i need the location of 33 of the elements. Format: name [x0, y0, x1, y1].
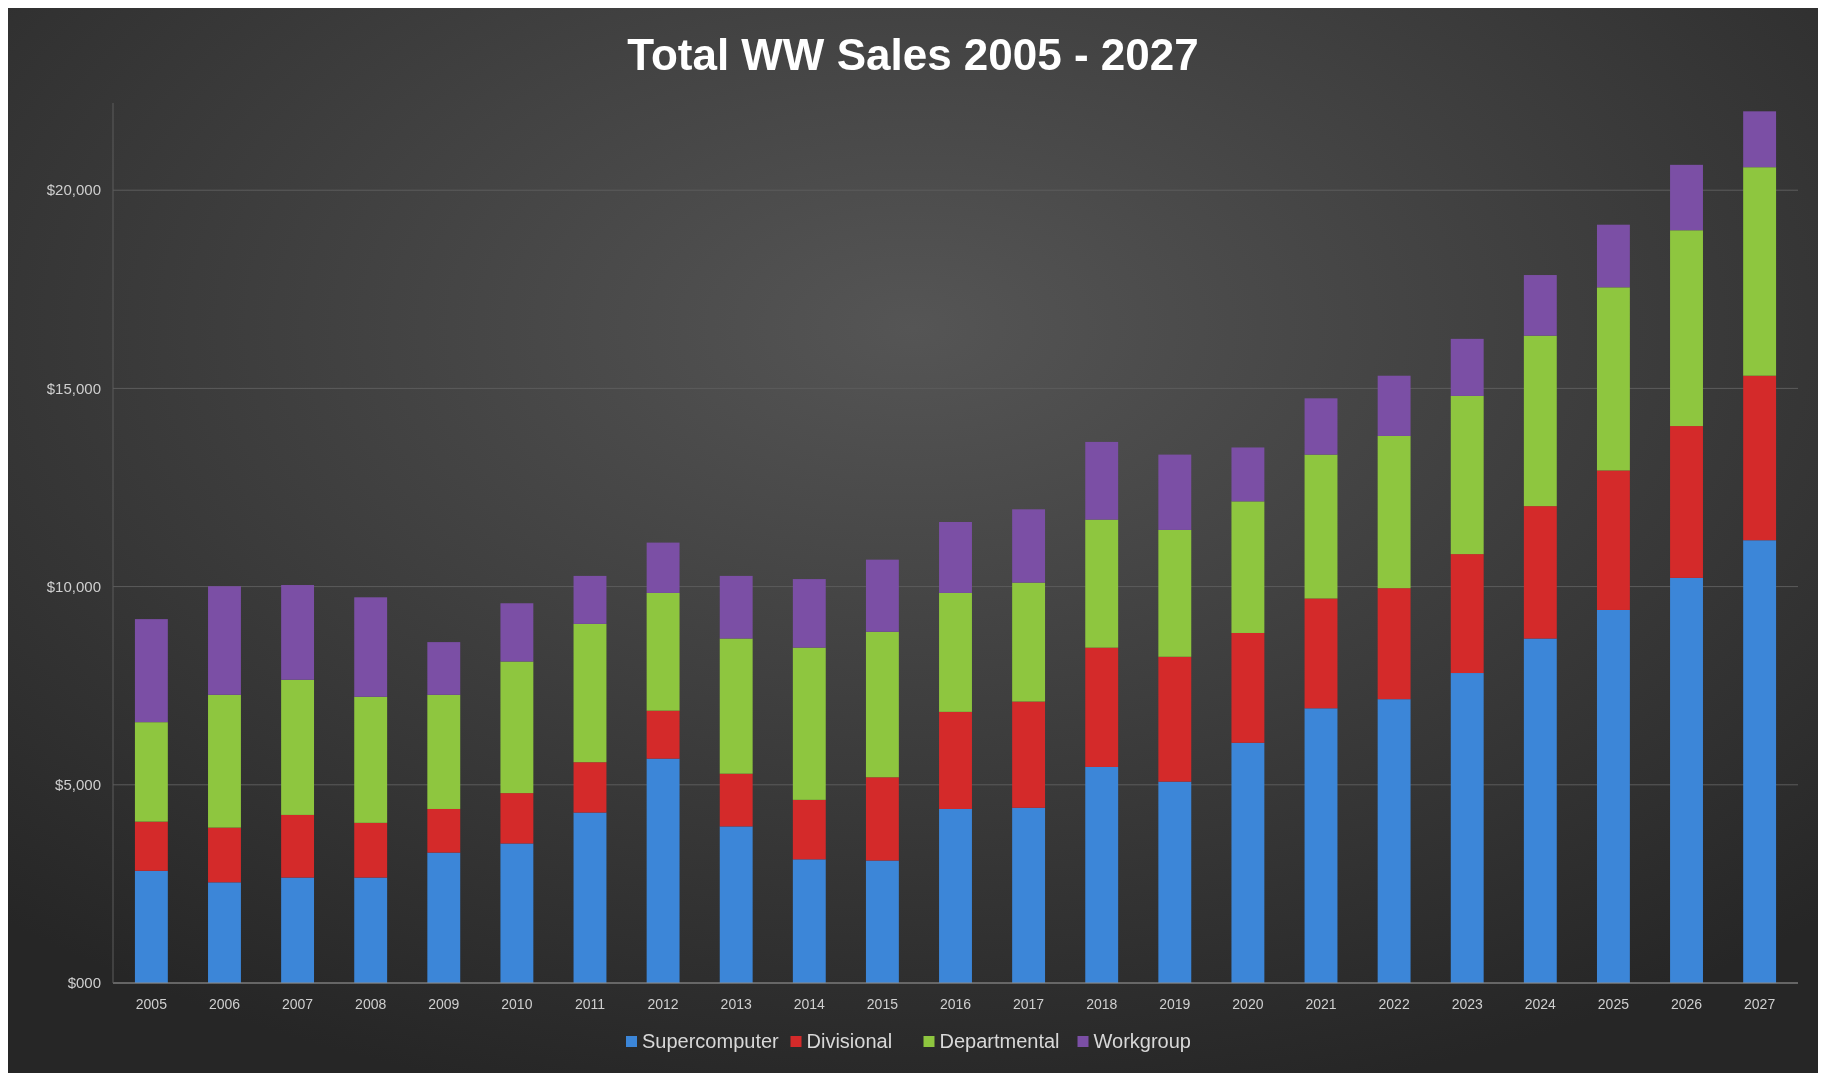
x-tick-label: 2021: [1305, 996, 1337, 1012]
y-tick-label: $5,000: [55, 776, 101, 794]
legend-label: Supercomputer: [642, 1030, 780, 1052]
x-tick-label: 2006: [208, 996, 241, 1012]
x-tick-label: 2015: [866, 996, 899, 1012]
chart-title: Total WW Sales 2005 - 2027: [627, 30, 1199, 79]
x-tick-label: 2009: [428, 996, 460, 1012]
x-tick-label: 2008: [355, 996, 387, 1012]
y-tick-label: $000: [67, 974, 101, 992]
x-tick-label: 2019: [1159, 996, 1191, 1012]
x-tick-label: 2020: [1232, 996, 1264, 1012]
x-tick-label: 2011: [574, 996, 606, 1012]
x-tick-label: 2024: [1524, 996, 1557, 1012]
x-tick-label: 2023: [1451, 996, 1483, 1012]
legend-label: Departmental: [939, 1030, 1060, 1052]
y-tick-label: $15,000: [46, 379, 101, 397]
x-tick-label: 2022: [1378, 996, 1410, 1012]
x-tick-label: 2018: [1086, 996, 1118, 1012]
y-tick-label: $20,000: [46, 181, 101, 199]
x-tick-label: 2017: [1013, 996, 1045, 1012]
x-tick-label: 2005: [135, 996, 168, 1012]
x-tick-label: 2013: [720, 996, 752, 1012]
x-tick-label: 2016: [939, 996, 972, 1012]
x-tick-label: 2025: [1597, 996, 1630, 1012]
x-tick-label: 2007: [282, 996, 314, 1012]
x-tick-label: 2014: [793, 996, 826, 1012]
x-tick-label: 2012: [647, 996, 679, 1012]
legend-label: Divisional: [806, 1030, 893, 1052]
x-tick-label: 2026: [1670, 996, 1703, 1012]
y-tick-label: $10,000: [46, 577, 101, 595]
x-tick-label: 2027: [1744, 996, 1776, 1012]
legend-label: Workgroup: [1093, 1030, 1191, 1052]
x-tick-label: 2010: [501, 996, 533, 1012]
